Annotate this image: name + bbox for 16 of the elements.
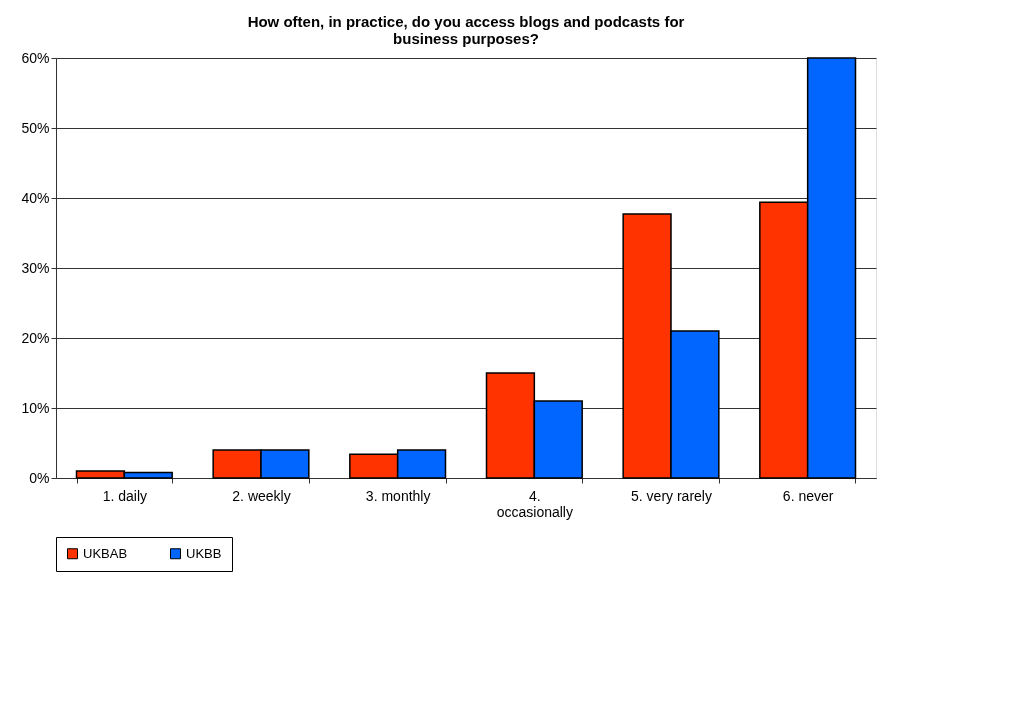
x-tick-label: 2. weekly	[232, 487, 291, 504]
x-tick-label: 1. daily	[102, 487, 148, 504]
x-tick-label: 5. very rarely	[631, 487, 712, 504]
y-tick-label: 0%	[29, 469, 50, 486]
y-tick-label: 60%	[21, 49, 50, 66]
y-tick-label: 30%	[21, 259, 50, 276]
y-tick-label: 10%	[21, 399, 50, 416]
y-tick-label: 20%	[21, 329, 50, 346]
x-tick-label: 3. monthly	[365, 487, 431, 504]
x-tick-label: 6. never	[782, 487, 834, 504]
legend-label: UKBAB	[83, 545, 128, 561]
y-tick-label: 50%	[21, 119, 50, 136]
y-tick-label: 40%	[21, 189, 50, 206]
x-tick-label: 4. occasionally	[496, 487, 573, 520]
legend-label: UKBB	[186, 545, 222, 561]
chart-title: How often, in practice, do you access blogs and podcasts for business purposes?	[247, 13, 685, 47]
